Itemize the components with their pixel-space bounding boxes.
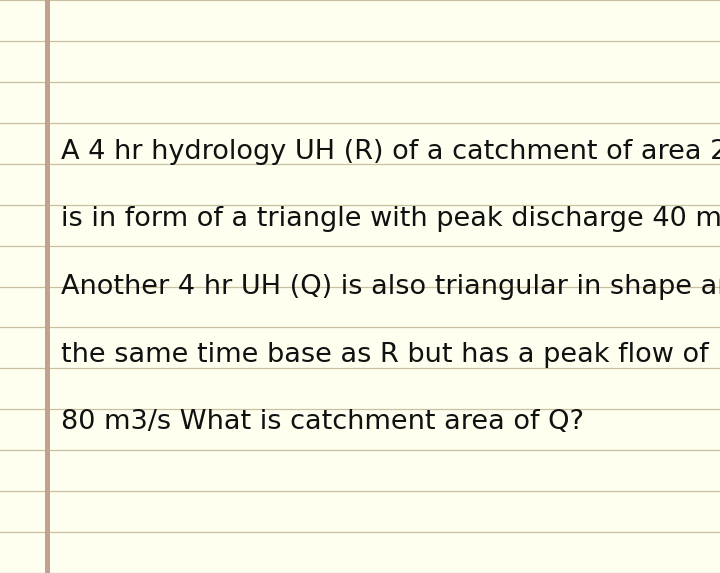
- Bar: [45, 0, 50, 573]
- Text: the same time base as R but has a peak flow of: the same time base as R but has a peak f…: [61, 342, 708, 368]
- Text: 80 m3/s What is catchment area of Q?: 80 m3/s What is catchment area of Q?: [61, 409, 584, 435]
- Text: Another 4 hr UH (Q) is also triangular in shape and has: Another 4 hr UH (Q) is also triangular i…: [61, 274, 720, 300]
- Text: is in form of a triangle with peak discharge 40 m3/s.: is in form of a triangle with peak disch…: [61, 206, 720, 233]
- Text: A 4 hr hydrology UH (R) of a catchment of area 240: A 4 hr hydrology UH (R) of a catchment o…: [61, 139, 720, 165]
